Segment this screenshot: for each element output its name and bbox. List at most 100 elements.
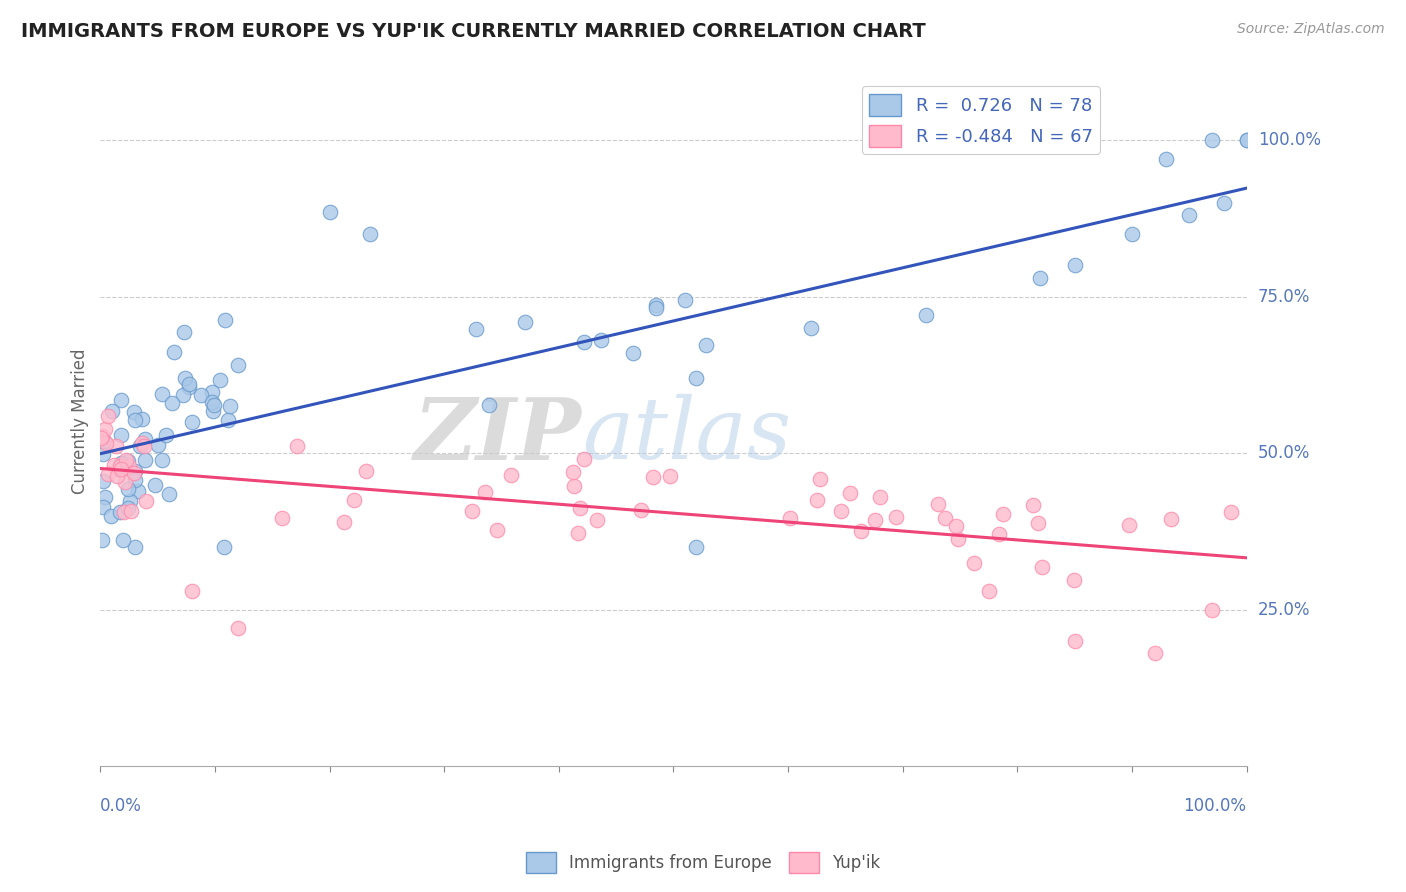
Point <box>118 494 141 508</box>
Point <box>91 500 114 514</box>
Point <box>115 452 138 467</box>
Point <box>641 470 664 484</box>
Point <box>91 447 114 461</box>
Point <box>486 523 509 537</box>
Point <box>359 227 381 241</box>
Point <box>461 504 484 518</box>
Text: ZIP: ZIP <box>413 393 582 477</box>
Point <box>214 312 236 326</box>
Point <box>114 475 136 490</box>
Point <box>111 533 134 547</box>
Point <box>271 511 294 525</box>
Point <box>464 322 486 336</box>
Point <box>630 503 652 517</box>
Point <box>174 371 197 385</box>
Point <box>91 475 114 489</box>
Point <box>927 497 949 511</box>
Point <box>285 439 308 453</box>
Point <box>124 413 146 427</box>
Point <box>190 388 212 402</box>
Point <box>645 301 668 315</box>
Point <box>105 439 128 453</box>
Point <box>808 472 831 486</box>
Point <box>105 469 128 483</box>
Point <box>101 404 124 418</box>
Point <box>124 540 146 554</box>
Point <box>1118 517 1140 532</box>
Point <box>1212 195 1234 210</box>
Point <box>112 505 135 519</box>
Point <box>219 399 242 413</box>
Point <box>201 404 224 418</box>
Y-axis label: Currently Married: Currently Married <box>72 349 89 494</box>
Point <box>800 321 823 335</box>
Point <box>1121 227 1143 241</box>
Point <box>515 315 537 329</box>
Point <box>1156 152 1178 166</box>
Point <box>685 540 707 554</box>
Point <box>884 509 907 524</box>
Point <box>122 466 145 480</box>
Point <box>963 556 986 570</box>
Point <box>110 461 132 475</box>
Text: 100.0%: 100.0% <box>1258 131 1320 149</box>
Text: 25.0%: 25.0% <box>1258 600 1310 618</box>
Point <box>226 621 249 635</box>
Point <box>129 439 152 453</box>
Point <box>1201 133 1223 147</box>
Point <box>162 344 184 359</box>
Point <box>934 510 956 524</box>
Point <box>673 293 696 307</box>
Point <box>120 503 142 517</box>
Point <box>212 540 235 554</box>
Point <box>569 500 592 515</box>
Point <box>1201 602 1223 616</box>
Point <box>202 398 225 412</box>
Point <box>991 507 1014 521</box>
Point <box>118 458 141 473</box>
Point <box>839 486 862 500</box>
Point <box>117 482 139 496</box>
Point <box>474 485 496 500</box>
Point <box>201 395 224 409</box>
Point <box>91 533 114 547</box>
Point <box>110 392 132 407</box>
Point <box>869 490 891 504</box>
Point <box>201 385 224 400</box>
Point <box>108 463 131 477</box>
Text: IMMIGRANTS FROM EUROPE VS YUP'IK CURRENTLY MARRIED CORRELATION CHART: IMMIGRANTS FROM EUROPE VS YUP'IK CURRENT… <box>21 22 925 41</box>
Point <box>173 325 195 339</box>
Point <box>152 387 174 401</box>
Point <box>658 468 681 483</box>
Point <box>586 513 609 527</box>
Point <box>93 434 115 448</box>
Point <box>1160 512 1182 526</box>
Point <box>134 453 156 467</box>
Point <box>1063 633 1085 648</box>
Point <box>849 524 872 538</box>
Point <box>155 427 177 442</box>
Point <box>1178 208 1201 222</box>
Point <box>830 503 852 517</box>
Point <box>90 432 112 446</box>
Point <box>1063 573 1085 587</box>
Point <box>97 409 120 424</box>
Text: 0.0%: 0.0% <box>100 797 142 814</box>
Point <box>134 432 156 446</box>
Point <box>132 439 155 453</box>
Point <box>162 396 184 410</box>
Point <box>135 493 157 508</box>
Point <box>124 473 146 487</box>
Point <box>561 465 583 479</box>
Point <box>94 490 117 504</box>
Point <box>157 487 180 501</box>
Point <box>987 526 1010 541</box>
Point <box>172 388 194 402</box>
Point <box>94 436 117 450</box>
Point <box>226 358 249 372</box>
Point <box>96 467 118 481</box>
Point <box>501 468 523 483</box>
Point <box>103 458 125 473</box>
Point <box>914 308 936 322</box>
Point <box>574 451 596 466</box>
